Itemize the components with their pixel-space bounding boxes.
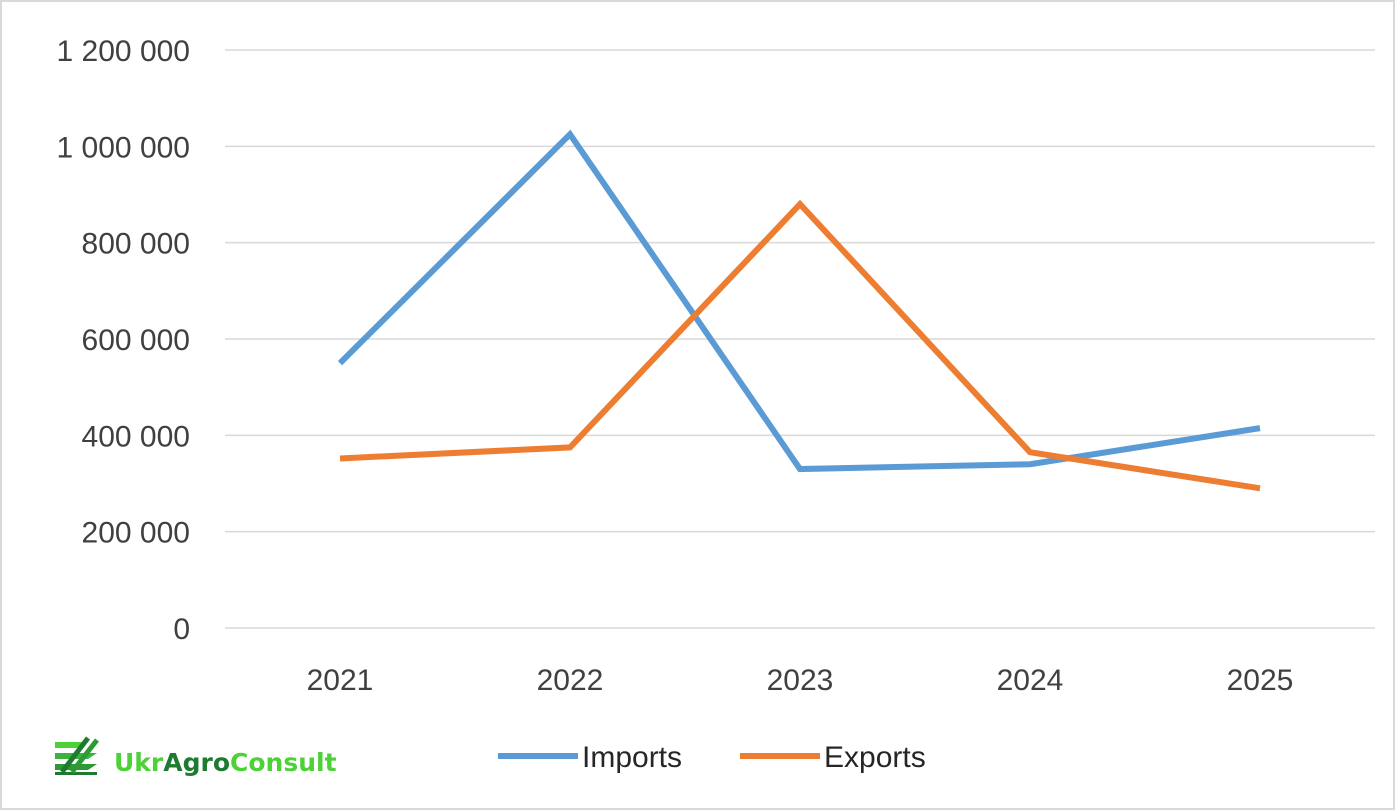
series-line-exports: [339, 199, 1261, 492]
x-tick-label: 2025: [1227, 664, 1294, 697]
y-axis-ticks: 0 200 000 400 000 600 000 800 000 1 000 000 1 …: [57, 35, 190, 646]
legend: Imports Exports: [498, 741, 926, 774]
wheat-stripes-icon: [55, 736, 99, 775]
y-tick-label: 800 000: [82, 228, 190, 261]
legend-label-imports: Imports: [582, 741, 682, 774]
series-line-imports: [337, 129, 1261, 473]
logo-text-agro: Agro: [163, 748, 230, 777]
x-axis-ticks: 2021 2022 2023 2024 2025: [307, 664, 1294, 697]
x-tick-label: 2024: [997, 664, 1064, 697]
gridlines: [225, 49, 1375, 629]
ukragroconsult-logo: UkrAgroConsult: [55, 736, 337, 777]
y-tick-label: 600 000: [82, 324, 190, 357]
x-tick-label: 2023: [767, 664, 834, 697]
x-tick-label: 2021: [307, 664, 374, 697]
y-tick-label: 0: [173, 613, 190, 646]
logo-text-ukr: Ukr: [114, 748, 164, 777]
series-lines: [337, 129, 1261, 492]
logo-text-consult: Consult: [230, 748, 337, 777]
y-tick-label: 400 000: [82, 420, 190, 453]
y-tick-label: 200 000: [82, 517, 190, 550]
logo-text: UkrAgroConsult: [114, 748, 337, 777]
x-tick-label: 2022: [537, 664, 604, 697]
y-tick-label: 1 000 000: [57, 131, 190, 164]
legend-label-exports: Exports: [824, 741, 926, 774]
y-tick-label: 1 200 000: [57, 35, 190, 68]
